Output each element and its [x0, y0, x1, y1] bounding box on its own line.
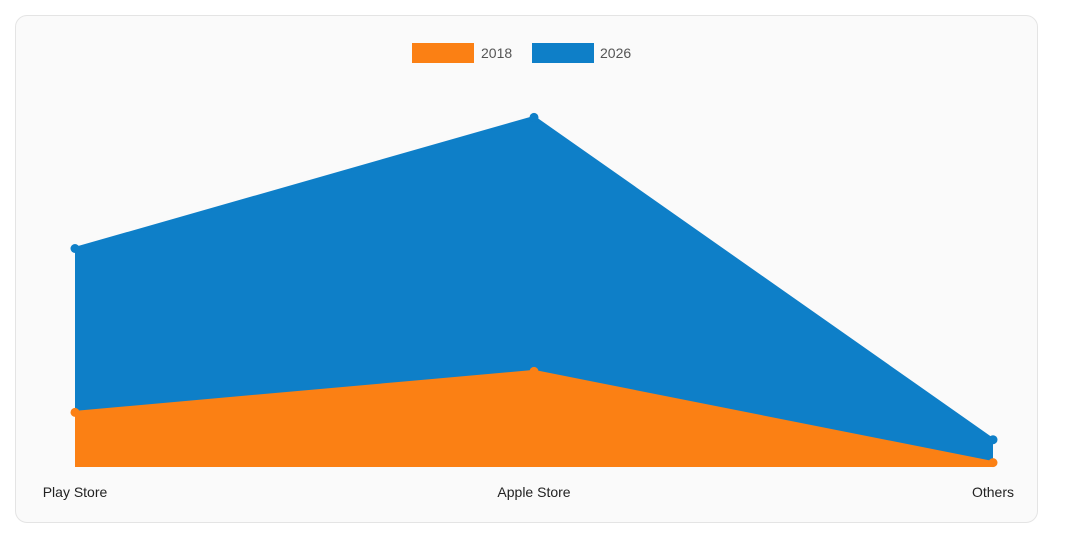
chart-points	[70, 112, 998, 468]
point-2026-others[interactable]	[988, 435, 998, 445]
point-2018-others[interactable]	[988, 458, 998, 468]
chart-legend: 2018 2026	[412, 43, 631, 63]
area-series-2018	[75, 371, 993, 467]
x-axis: Play Store Apple Store Others	[43, 484, 1014, 500]
legend-swatch-2018[interactable]	[412, 43, 474, 63]
chart-areas	[74, 115, 994, 468]
x-tick-apple-store: Apple Store	[497, 484, 570, 500]
point-2026-apple-store[interactable]	[529, 112, 539, 122]
x-tick-play-store: Play Store	[43, 484, 108, 500]
point-2018-play-store[interactable]	[70, 407, 80, 417]
legend-label-2018: 2018	[481, 45, 512, 61]
legend-label-2026: 2026	[600, 45, 631, 61]
point-2026-play-store[interactable]	[70, 244, 80, 253]
point-2018-apple-store[interactable]	[529, 366, 539, 376]
x-tick-others: Others	[972, 484, 1014, 500]
legend-swatch-2026[interactable]	[532, 43, 594, 63]
area-series-2026	[75, 117, 993, 468]
